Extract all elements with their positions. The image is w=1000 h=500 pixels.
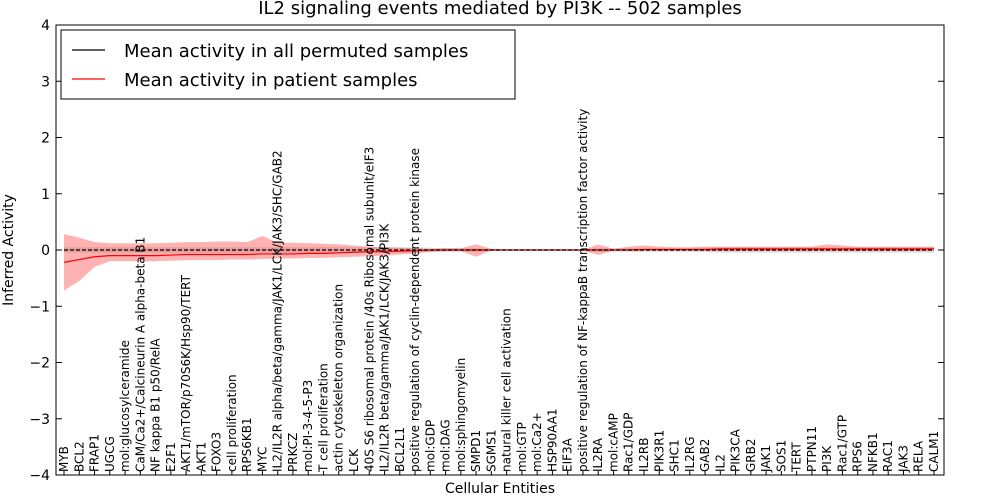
x-tick-label: JAK3 <box>896 445 910 473</box>
y-tick-label: −4 <box>29 468 50 484</box>
legend: Mean activity in all permuted samples Me… <box>60 29 516 100</box>
x-tick-label: mol:DAG <box>439 419 453 472</box>
x-tick-label: BCL2L1 <box>393 427 407 472</box>
x-tick-label: PI3K <box>820 445 834 472</box>
x-tick-label: BCL2 <box>72 441 86 472</box>
x-tick-label: LCK <box>347 448 361 472</box>
x-tick-label: mol:cAMP <box>606 413 620 472</box>
x-tick-label: PTPN11 <box>805 426 819 472</box>
x-tick-label: IL2 <box>713 454 727 472</box>
x-tick-label: mol:glucosylceramide <box>118 340 132 472</box>
x-tick-label: RELA <box>912 440 926 472</box>
x-tick-label: EIF3A <box>561 437 575 472</box>
y-tick-label: 0 <box>41 243 50 259</box>
x-tick-label: E2F1 <box>164 442 178 472</box>
x-tick-label: CALM1 <box>927 431 941 472</box>
x-tick-label: UGCG <box>103 436 117 472</box>
y-tick-label: −3 <box>29 412 50 428</box>
x-tick-label: MYC <box>255 447 269 472</box>
x-tick-label: PIK3R1 <box>652 430 666 472</box>
x-tick-label: RPS6 <box>851 441 865 472</box>
x-tick-label: natural killer cell activation <box>500 308 514 472</box>
x-tick-label: SOS1 <box>774 440 788 472</box>
x-tick-label: RPS6KB1 <box>240 417 254 472</box>
x-tick-label: MYB <box>57 446 71 472</box>
x-tick-labels: MYB BCL2 FRAP1 UGCG mol:glucosylceramide CaM/… <box>57 109 941 475</box>
band-patient <box>64 234 934 291</box>
x-tick-label: IL2/IL2R alpha/beta/gamma/JAK1/LCK/JAK3/… <box>271 150 285 472</box>
x-tick-label: Rac1/GDP <box>622 413 636 472</box>
legend-label-patient: Mean activity in patient samples <box>124 70 418 91</box>
x-tick-label: FOXO3 <box>210 432 224 472</box>
x-tick-label: cell proliferation <box>225 374 239 472</box>
x-tick-label: IL2RA <box>591 437 605 472</box>
x-tick-label: SMPD1 <box>469 430 483 472</box>
x-tick-label: mol:sphingomyelin <box>454 358 468 472</box>
x-tick-label: Rac1/GTP <box>835 415 849 472</box>
x-tick-label: IL2RG <box>683 437 697 473</box>
lines-layer <box>63 248 934 263</box>
x-tick-label: AKT1 <box>194 442 208 472</box>
x-tick-label: IL2RB <box>637 438 651 472</box>
x-tick-label: GAB2 <box>698 439 712 472</box>
x-axis-label: Cellular Entities <box>445 481 555 497</box>
chart-title: IL2 signaling events mediated by PI3K --… <box>258 0 742 19</box>
x-tick-label: mol:PI-3-4-5-P3 <box>301 380 315 472</box>
x-tick-label: TERT <box>790 442 804 473</box>
x-tick-label: JAK1 <box>759 445 773 473</box>
y-tick-label: −1 <box>29 299 50 315</box>
x-tick-label: actin cytoskeleton organization <box>332 284 346 472</box>
x-tick-label: NFKB1 <box>866 432 880 472</box>
x-tick-label: SGMS1 <box>484 429 498 472</box>
x-tick-label: NF kappa B1 p50/RelA <box>149 338 163 472</box>
x-tick-label: positive regulation of NF-kappaB transcr… <box>576 109 590 472</box>
legend-box <box>60 29 516 100</box>
x-tick-label: SHC1 <box>668 439 682 472</box>
x-tick-label: T cell proliferation <box>316 363 330 473</box>
x-tick-label: PRKCZ <box>286 433 300 472</box>
x-tick-label: FRAP1 <box>88 434 102 472</box>
x-tick-label: IL2/IL2R beta/gamma/JAK1/LCK/JAK3/PI3K <box>378 223 392 472</box>
y-tick-label: 1 <box>41 187 50 203</box>
x-tick-label: GRB2 <box>744 438 758 472</box>
y-tick-label: −2 <box>29 356 50 372</box>
x-tick-label: AKT1/mTOR/p70S6K/Hsp90/TERT <box>179 274 193 472</box>
y-tick-label: 4 <box>41 18 50 34</box>
x-tick-label: RAC1 <box>881 440 895 472</box>
x-tick-label: mol:GDP <box>423 420 437 472</box>
y-tick-label: 2 <box>41 131 50 147</box>
legend-label-permuted: Mean activity in all permuted samples <box>124 41 468 62</box>
x-tick-label: mol:Ca2+ <box>530 412 544 472</box>
x-tick-label: 40S S6 ribosomal protein /40s Ribosomal … <box>362 147 376 472</box>
x-tick-label: positive regulation of cyclin-dependent … <box>408 148 422 472</box>
x-tick-label: mol:GTP <box>515 422 529 472</box>
x-tick-label: PIK3CA <box>729 428 743 472</box>
x-tick-label: HSP90AA1 <box>545 408 559 472</box>
y-axis-ticks: −4 −3 −2 −1 0 1 2 3 4 <box>29 18 944 484</box>
x-tick-label: CaM/Ca2+/Calcineurin A alpha-beta B1 <box>133 237 147 472</box>
y-axis-label: Inferred Activity <box>1 194 17 306</box>
y-tick-label: 3 <box>41 74 50 90</box>
